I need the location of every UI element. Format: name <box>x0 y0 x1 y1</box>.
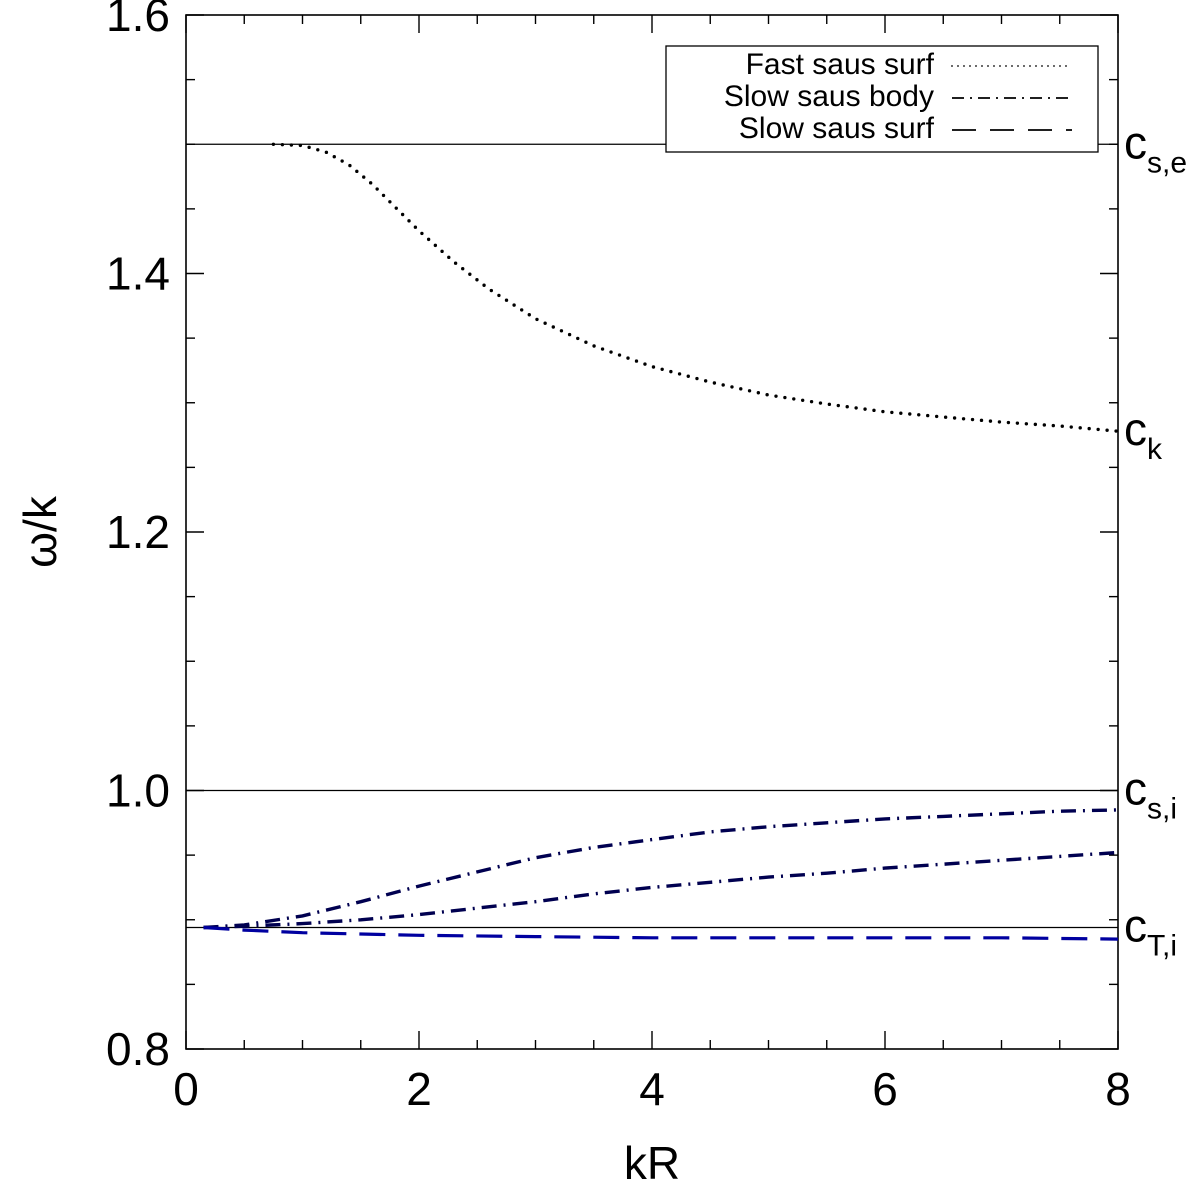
series-line <box>203 808 1119 930</box>
series-line <box>203 925 1119 941</box>
plot-frame <box>185 14 1119 1050</box>
legend-label: Slow saus surf <box>739 112 935 145</box>
speed-label: cT,i <box>1124 900 1177 963</box>
speed-label: ck <box>1124 403 1163 466</box>
legend-label: Fast saus surf <box>746 48 935 81</box>
y-tick-label: 1.2 <box>106 506 170 558</box>
speed-label: cs,e <box>1124 116 1187 179</box>
x-tick-label: 0 <box>173 1063 199 1115</box>
x-tick-label: 6 <box>872 1063 898 1115</box>
x-tick-label: 4 <box>639 1063 665 1115</box>
y-tick-label: 0.8 <box>106 1023 170 1075</box>
legend-box <box>665 45 1099 153</box>
series-line <box>203 850 1119 930</box>
y-tick-label: 1.4 <box>106 248 170 300</box>
x-axis-label: kR <box>624 1137 680 1183</box>
series-line <box>271 142 1120 433</box>
x-tick-label: 2 <box>406 1063 432 1115</box>
speed-label: cs,i <box>1124 763 1177 826</box>
legend-label: Slow saus body <box>724 80 934 113</box>
y-tick-label: 1.0 <box>106 765 170 817</box>
y-axis-label: ω/k <box>14 495 66 568</box>
y-tick-label: 1.6 <box>106 0 170 41</box>
x-tick-label: 8 <box>1105 1063 1131 1115</box>
